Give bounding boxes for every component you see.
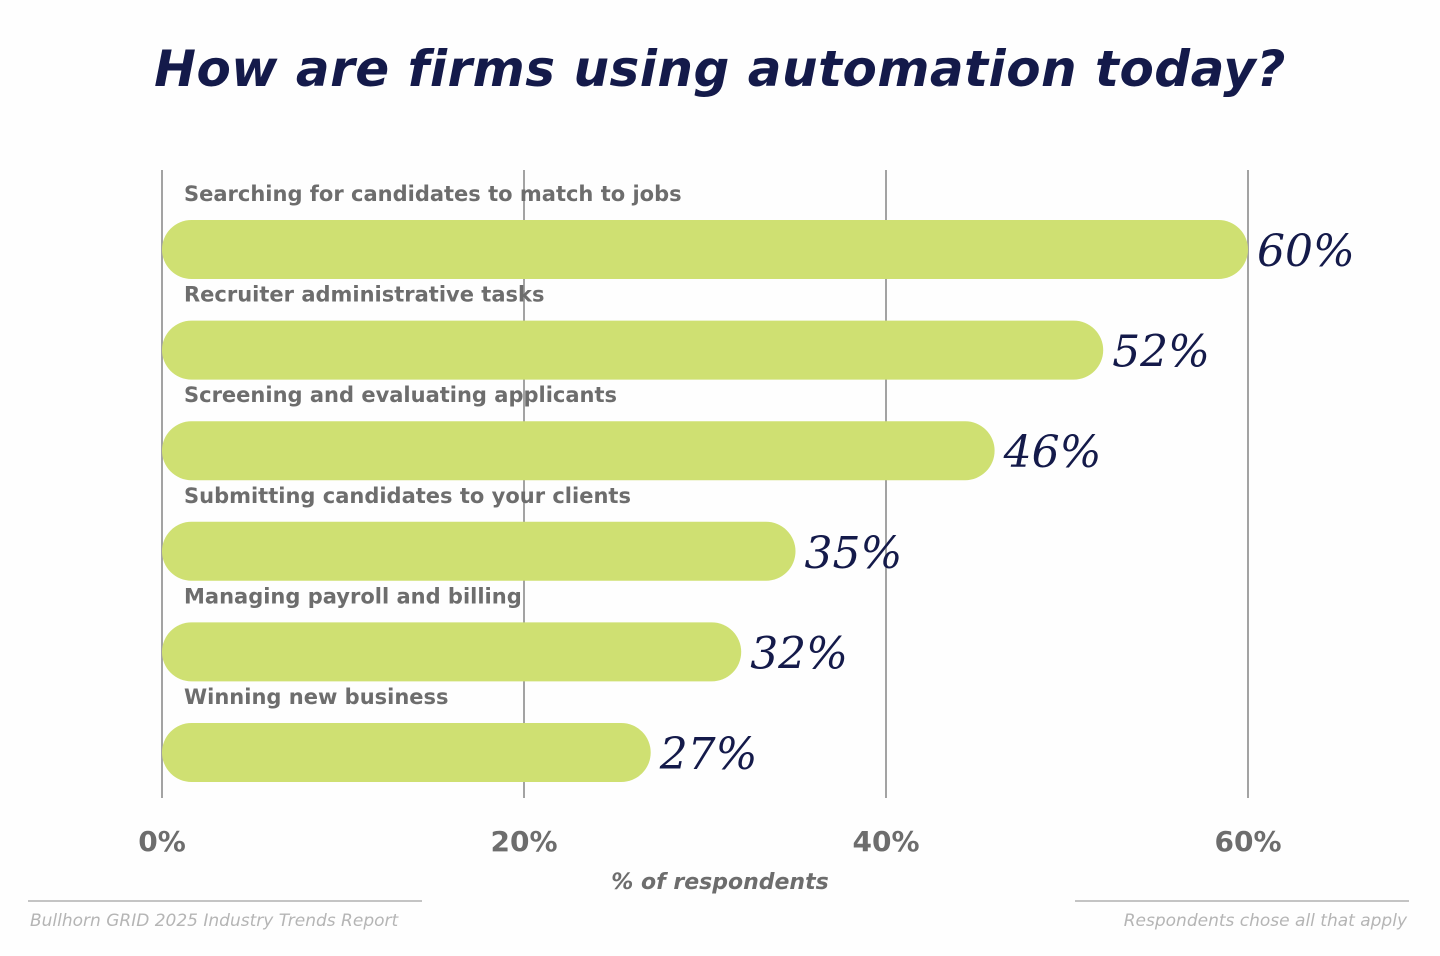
category-label-1: Searching for candidates to match to job… [184,182,682,206]
category-label-5: Managing payroll and billing [184,584,522,608]
category-label-4: Submitting candidates to your clients [184,484,631,508]
bar-1 [162,220,1248,279]
bar-5 [162,622,742,682]
footer-divider-right [1075,900,1409,902]
value-label-3: 46% [1003,427,1102,478]
value-label-5: 32% [750,628,848,679]
category-label-2: Recruiter administrative tasks [184,283,544,307]
x-tick-label-20: 20% [490,825,557,858]
category-label-6: Winning new business [184,685,449,709]
x-tick-label-0: 0% [138,825,186,858]
category-label-3: Screening and evaluating applicants [184,383,617,407]
bar-3 [162,421,995,481]
chart-title: How are firms using automation today? [154,40,1286,98]
bar-2 [162,320,1104,380]
x-axis-title: % of respondents [611,870,829,895]
value-label-2: 52% [1112,327,1210,378]
bar-4 [162,521,796,581]
footer-divider-left [28,900,422,902]
x-tick-label-60: 60% [1214,825,1281,858]
footer-note: Respondents chose all that apply [1123,911,1407,931]
bar-6 [162,723,651,782]
value-label-4: 35% [805,528,903,579]
x-tick-label-40: 40% [852,825,919,858]
value-label-1: 60% [1257,226,1355,277]
value-label-6: 27% [659,729,758,780]
footer-source: Bullhorn GRID 2025 Industry Trends Repor… [30,911,399,931]
